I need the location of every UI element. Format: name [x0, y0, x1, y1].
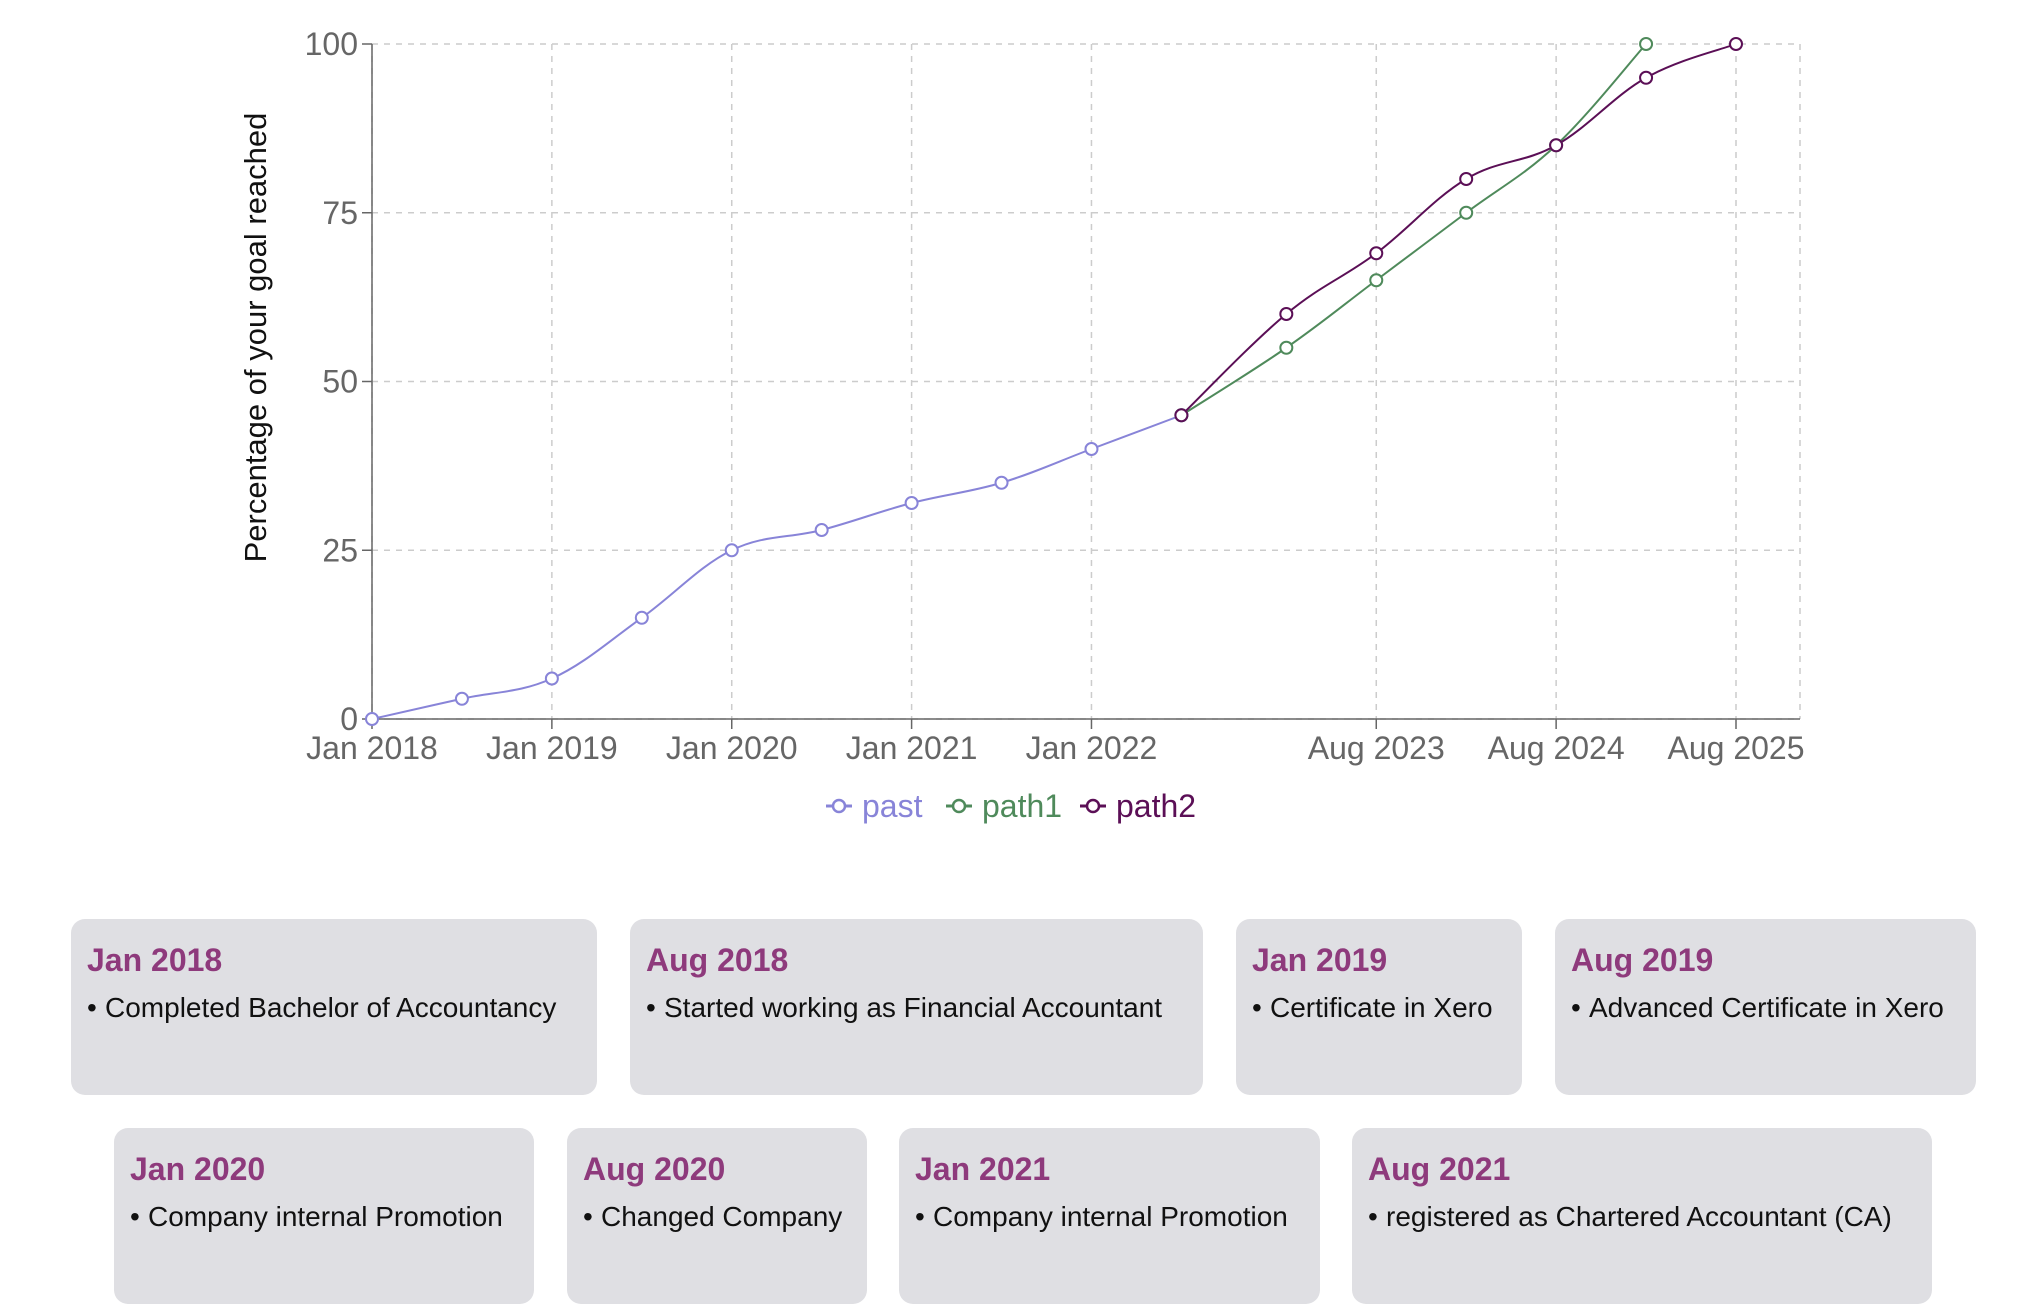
- data-point-past: [544, 671, 559, 686]
- timeline-card-item: • Certificate in Xero: [1252, 991, 1506, 1025]
- timeline-card-date: Jan 2018: [87, 942, 223, 978]
- legend-label-past: past: [862, 788, 923, 824]
- data-point-path2: [1369, 246, 1384, 261]
- data-point-path1: [1639, 37, 1654, 51]
- data-point-path2: [1174, 408, 1189, 423]
- timeline-card: Jan 2020 • Company internal Promotion: [114, 1128, 534, 1304]
- data-point-past: [994, 475, 1009, 490]
- timeline-card-item-text: Certificate in Xero: [1270, 992, 1493, 1023]
- timeline-card-date: Aug 2019: [1571, 942, 1714, 978]
- timeline-card: Aug 2020 • Changed Company: [567, 1128, 867, 1304]
- timeline-card-date: Jan 2019: [1252, 942, 1388, 978]
- data-point-past: [814, 523, 829, 537]
- legend-label-path2: path2: [1116, 788, 1196, 824]
- timeline-card: Aug 2019 • Advanced Certificate in Xero: [1555, 919, 1976, 1095]
- timeline-card: Aug 2018 • Started working as Financial A…: [630, 919, 1203, 1095]
- timeline-card-date: Jan 2020: [130, 1151, 266, 1187]
- x-tick-label: Jan 2021: [846, 730, 978, 766]
- timeline-card-item-text: Advanced Certificate in Xero: [1589, 992, 1944, 1023]
- x-tick-label: Jan 2022: [1026, 730, 1158, 766]
- data-point-past: [454, 691, 469, 706]
- series-line-path1: [1180, 43, 1647, 417]
- timeline-card-item-text: Company internal Promotion: [148, 1201, 503, 1232]
- x-tick-label: Aug 2023: [1308, 730, 1445, 766]
- y-axis-label: Percentage of your goal reached: [238, 113, 273, 563]
- data-point-path2: [1639, 70, 1654, 85]
- data-point-past: [634, 610, 649, 625]
- data-point-path1: [1279, 340, 1294, 355]
- chart-grid: [371, 43, 1801, 720]
- chart-axes: 0 25 50 75 100 Jan 2018 Jan 2019 Jan 2020 Jan 20…: [238, 26, 1805, 766]
- timeline-card: Jan 2021 • Company internal Promotion: [899, 1128, 1320, 1304]
- timeline-card-item: • Changed Company: [583, 1200, 851, 1234]
- timeline-card-item-text: Changed Company: [601, 1201, 843, 1232]
- timeline-card: Jan 2018 • Completed Bachelor of Accounta…: [71, 919, 597, 1095]
- timeline-card-item-text: Company internal Promotion: [933, 1201, 1288, 1232]
- y-tick-label: 100: [305, 26, 358, 62]
- timeline-card-item: • registered as Chartered Accountant (CA): [1368, 1200, 1916, 1234]
- bullet-icon: •: [583, 1201, 593, 1232]
- bullet-icon: •: [646, 992, 656, 1023]
- legend-marker-icon: [831, 798, 847, 814]
- timeline-card-item-text: Started working as Financial Accountant: [664, 992, 1163, 1023]
- data-point-path2: [1729, 37, 1743, 51]
- timeline-card-date: Aug 2018: [646, 942, 789, 978]
- timeline-card: Jan 2019 • Certificate in Xero: [1236, 919, 1522, 1095]
- legend-marker-icon: [951, 798, 967, 814]
- bullet-icon: •: [1252, 992, 1262, 1023]
- legend-label-path1: path1: [982, 788, 1062, 824]
- y-tick-label: 0: [340, 701, 358, 737]
- timeline-card-item: • Advanced Certificate in Xero: [1571, 991, 1960, 1025]
- timeline-card-item: • Company internal Promotion: [130, 1200, 518, 1234]
- bullet-icon: •: [130, 1201, 140, 1232]
- timeline-card-item: • Completed Bachelor of Accountancy: [87, 991, 581, 1025]
- chart-legend: past path1 path2: [826, 788, 1196, 824]
- bullet-icon: •: [87, 992, 97, 1023]
- x-tick-label: Aug 2025: [1667, 730, 1804, 766]
- x-tick-label: Jan 2018: [306, 730, 438, 766]
- legend-marker-icon: [1085, 798, 1101, 814]
- timeline-card-item: • Company internal Promotion: [915, 1200, 1304, 1234]
- timeline-card-date: Aug 2020: [583, 1151, 726, 1187]
- timeline-card-item: • Started working as Financial Accountant: [646, 991, 1187, 1025]
- data-point-path2: [1549, 138, 1564, 153]
- timeline-card-item-text: registered as Chartered Accountant (CA): [1386, 1201, 1892, 1232]
- data-point-path1: [1369, 273, 1384, 288]
- timeline-card-date: Jan 2021: [915, 1151, 1051, 1187]
- timeline-card: Aug 2021 • registered as Chartered Accoun…: [1352, 1128, 1932, 1304]
- data-point-past: [904, 496, 919, 510]
- x-tick-label: Jan 2019: [486, 730, 618, 766]
- y-tick-label: 75: [322, 195, 358, 231]
- data-point-path2: [1279, 307, 1294, 321]
- data-point-past: [365, 712, 379, 726]
- series-line-path2: [1180, 43, 1737, 416]
- timeline-card-date: Aug 2021: [1368, 1151, 1511, 1187]
- data-point-past: [1084, 442, 1099, 456]
- data-point-past: [724, 543, 739, 558]
- goal-progress-chart: 0 25 50 75 100 Jan 2018 Jan 2019 Jan 2020 Jan 20…: [238, 26, 1805, 824]
- timeline-row-2: Jan 2020 • Company internal Promotion Aug…: [0, 1128, 2032, 1306]
- data-point-path2: [1459, 172, 1474, 186]
- bullet-icon: •: [1368, 1201, 1378, 1232]
- y-tick-label: 50: [322, 364, 358, 400]
- y-tick-label: 25: [322, 532, 358, 568]
- x-tick-label: Aug 2024: [1488, 730, 1625, 766]
- timeline-card-item-text: Completed Bachelor of Accountancy: [105, 992, 557, 1023]
- bullet-icon: •: [1571, 992, 1581, 1023]
- series-line-past: [371, 414, 1182, 720]
- bullet-icon: •: [915, 1201, 925, 1232]
- timeline-row-1: Jan 2018 • Completed Bachelor of Accounta…: [0, 919, 2032, 1097]
- x-tick-label: Jan 2020: [666, 730, 798, 766]
- chart-series: [365, 37, 1743, 726]
- data-point-path1: [1459, 205, 1474, 220]
